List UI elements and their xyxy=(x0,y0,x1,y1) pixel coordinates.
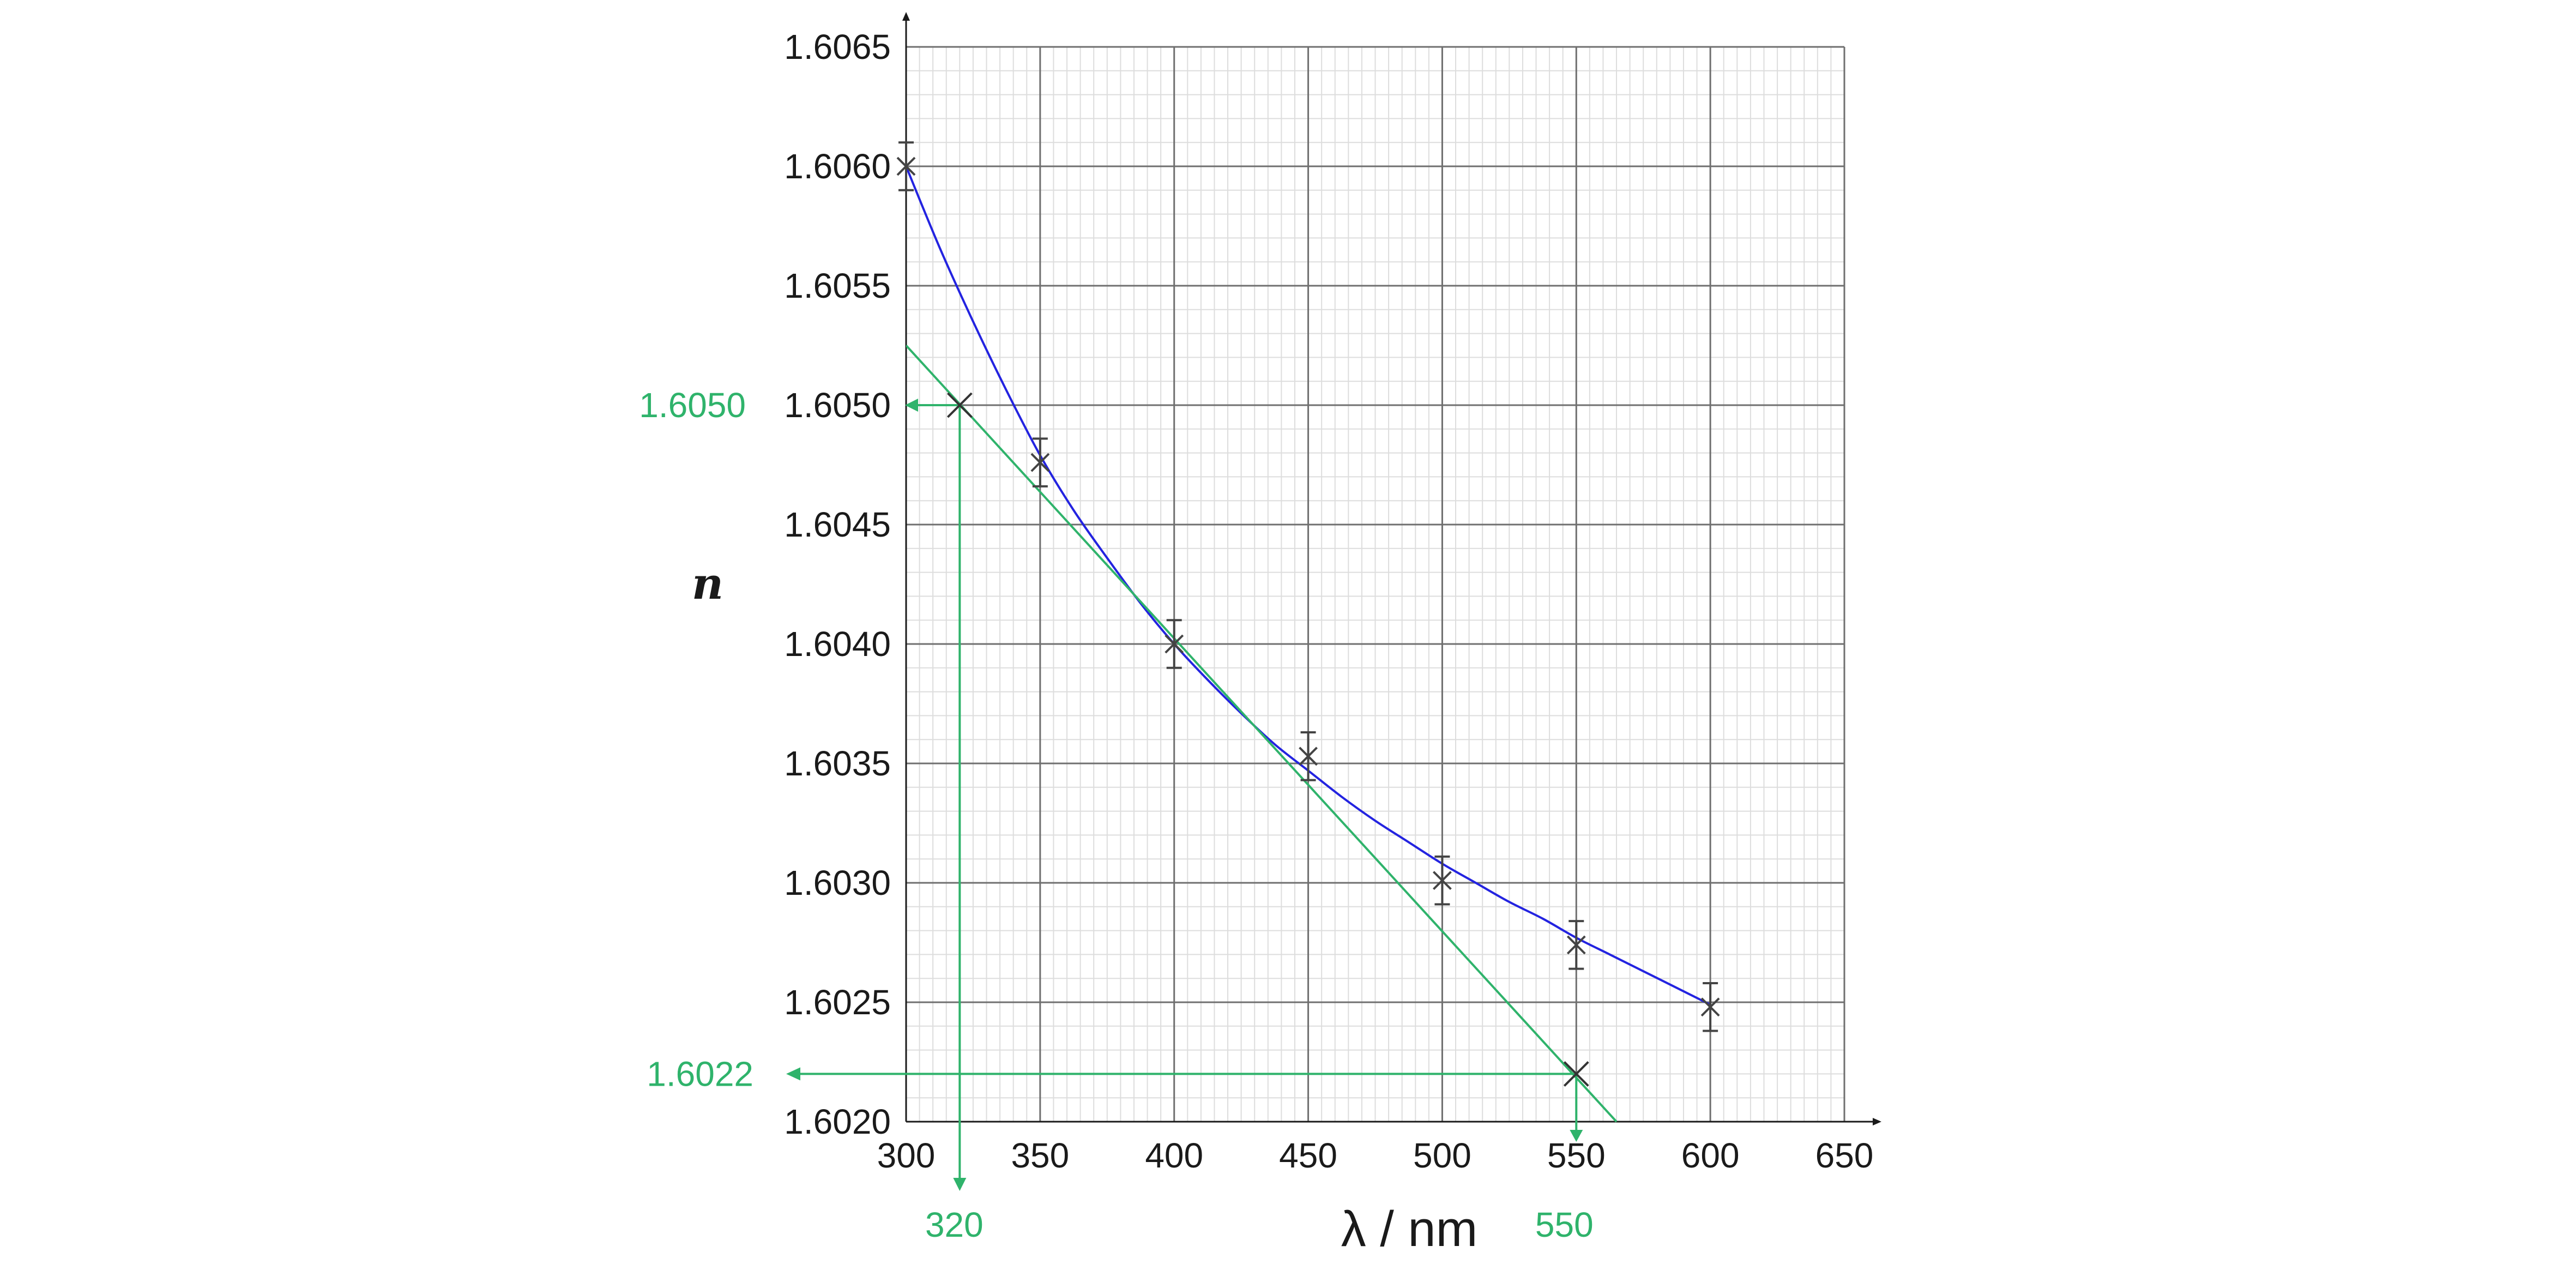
minor-grid xyxy=(906,46,1845,1122)
x-tick-label: 600 xyxy=(1681,1136,1740,1175)
x-tick-label: 300 xyxy=(877,1136,936,1175)
point-marker xyxy=(896,157,916,176)
y-tick-label: 1.6050 xyxy=(784,386,891,425)
data-point xyxy=(896,141,916,191)
x-tick-label: 550 xyxy=(1547,1136,1606,1175)
y-tick-label: 1.6040 xyxy=(784,624,891,664)
annotation-label: 320 xyxy=(925,1205,984,1244)
y-tick-label: 1.6045 xyxy=(784,505,891,544)
data-point xyxy=(1566,920,1586,970)
annotation-layer: 1.6050 320 1.6022 550 xyxy=(639,386,1593,1244)
x-axis-arrow xyxy=(1873,1118,1881,1125)
x-axis-title: λ / nm xyxy=(1341,1201,1477,1257)
axes xyxy=(902,12,1881,1125)
y-tick-label: 1.6035 xyxy=(784,744,891,783)
annotation-label: 1.6050 xyxy=(639,386,746,425)
data-point xyxy=(1299,731,1318,781)
x-tick-label: 400 xyxy=(1145,1136,1203,1175)
x-tick-label: 500 xyxy=(1413,1136,1471,1175)
series-layer xyxy=(896,141,1720,1123)
annotation-arrowhead xyxy=(953,1178,967,1191)
annotation-arrowhead xyxy=(1570,1130,1583,1142)
annotation-label: 1.6022 xyxy=(647,1054,753,1093)
tick-labels: 300 350 400 450 500 550 600 650 1.6020 1.6025 1.60… xyxy=(784,27,1873,1175)
y-axis-title: n xyxy=(692,558,723,609)
y-tick-label: 1.6025 xyxy=(784,983,891,1022)
annotation-arrowhead xyxy=(786,1067,800,1081)
data-point xyxy=(1700,982,1720,1032)
annotation-label: 550 xyxy=(1535,1205,1594,1244)
point-marker xyxy=(1299,747,1318,766)
y-tick-label: 1.6020 xyxy=(784,1102,891,1141)
point-marker xyxy=(1165,634,1184,654)
y-tick-label: 1.6030 xyxy=(784,863,891,902)
point-marker xyxy=(1433,871,1452,890)
y-axis-arrow xyxy=(902,12,910,21)
intersection-marker xyxy=(1563,1061,1589,1087)
y-tick-label: 1.6060 xyxy=(784,147,891,186)
annotation-arrowhead xyxy=(905,399,918,412)
data-point xyxy=(1165,619,1184,669)
point-marker xyxy=(1030,453,1050,472)
data-point xyxy=(1030,437,1050,487)
data-point xyxy=(1433,855,1452,906)
point-marker xyxy=(1700,997,1720,1017)
major-grid xyxy=(905,46,1845,1123)
intersection-marker xyxy=(946,392,973,418)
x-tick-label: 650 xyxy=(1815,1136,1874,1175)
point-marker xyxy=(1566,935,1586,955)
fit-curve xyxy=(905,166,1711,1006)
y-tick-label: 1.6055 xyxy=(784,266,891,305)
x-tick-label: 450 xyxy=(1279,1136,1337,1175)
x-tick-label: 350 xyxy=(1011,1136,1069,1175)
tangent-line xyxy=(906,345,1618,1123)
y-tick-label: 1.6065 xyxy=(784,27,891,67)
